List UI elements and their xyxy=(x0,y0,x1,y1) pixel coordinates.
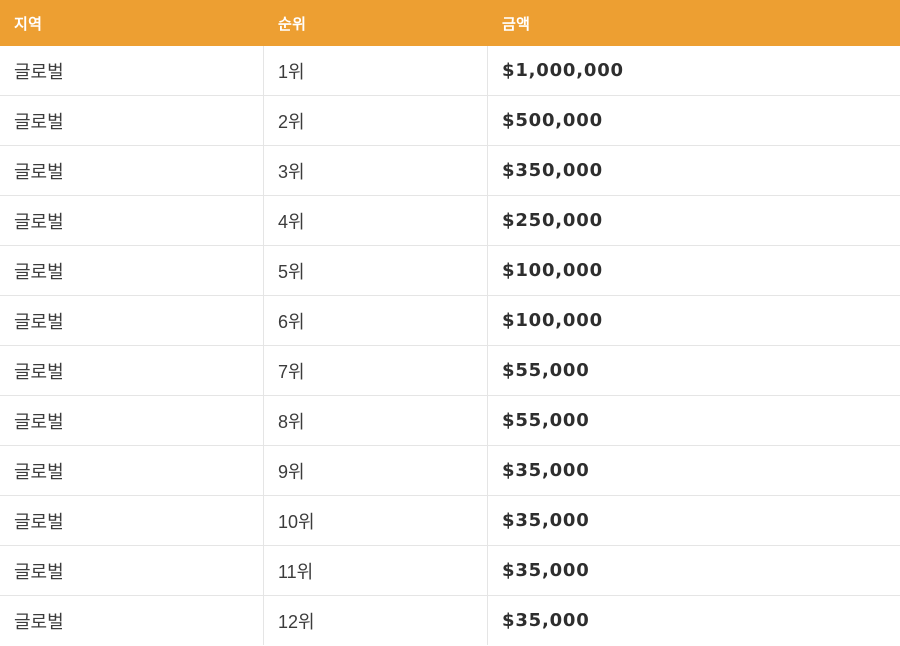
region-cell: 글로벌 xyxy=(0,496,264,546)
table-row: 글로벌 9위 $35,000 xyxy=(0,446,900,496)
amount-cell: $250,000 xyxy=(488,196,900,246)
amount-cell: $500,000 xyxy=(488,96,900,146)
table-row: 글로벌 1위 $1,000,000 xyxy=(0,46,900,96)
amount-cell: $35,000 xyxy=(488,596,900,645)
rank-cell: 10위 xyxy=(264,496,488,546)
table-row: 글로벌 7위 $55,000 xyxy=(0,346,900,396)
table-row: 글로벌 5위 $100,000 xyxy=(0,246,900,296)
amount-cell: $350,000 xyxy=(488,146,900,196)
rank-cell: 11위 xyxy=(264,546,488,596)
column-header-amount: 금액 xyxy=(488,0,900,46)
region-cell: 글로벌 xyxy=(0,296,264,346)
table-header: 지역 순위 금액 xyxy=(0,0,900,46)
amount-cell: $100,000 xyxy=(488,246,900,296)
region-cell: 글로벌 xyxy=(0,596,264,645)
rank-cell: 2위 xyxy=(264,96,488,146)
region-cell: 글로벌 xyxy=(0,396,264,446)
region-cell: 글로벌 xyxy=(0,446,264,496)
region-cell: 글로벌 xyxy=(0,146,264,196)
table-row: 글로벌 4위 $250,000 xyxy=(0,196,900,246)
table-row: 글로벌 3위 $350,000 xyxy=(0,146,900,196)
rank-cell: 5위 xyxy=(264,246,488,296)
amount-cell: $35,000 xyxy=(488,546,900,596)
rank-cell: 1위 xyxy=(264,46,488,96)
region-cell: 글로벌 xyxy=(0,46,264,96)
amount-cell: $55,000 xyxy=(488,396,900,446)
table-row: 글로벌 10위 $35,000 xyxy=(0,496,900,546)
table-row: 글로벌 8위 $55,000 xyxy=(0,396,900,446)
rank-cell: 3위 xyxy=(264,146,488,196)
table-row: 글로벌 11위 $35,000 xyxy=(0,546,900,596)
amount-cell: $35,000 xyxy=(488,496,900,546)
rank-cell: 4위 xyxy=(264,196,488,246)
header-row: 지역 순위 금액 xyxy=(0,0,900,46)
rank-cell: 7위 xyxy=(264,346,488,396)
table-row: 글로벌 2위 $500,000 xyxy=(0,96,900,146)
region-cell: 글로벌 xyxy=(0,546,264,596)
amount-cell: $1,000,000 xyxy=(488,46,900,96)
rank-cell: 6위 xyxy=(264,296,488,346)
amount-cell: $35,000 xyxy=(488,446,900,496)
region-cell: 글로벌 xyxy=(0,346,264,396)
amount-cell: $55,000 xyxy=(488,346,900,396)
region-cell: 글로벌 xyxy=(0,246,264,296)
table-row: 글로벌 6위 $100,000 xyxy=(0,296,900,346)
rank-cell: 9위 xyxy=(264,446,488,496)
column-header-region: 지역 xyxy=(0,0,264,46)
region-cell: 글로벌 xyxy=(0,96,264,146)
table-row: 글로벌 12위 $35,000 xyxy=(0,596,900,645)
rank-cell: 12위 xyxy=(264,596,488,645)
rank-cell: 8위 xyxy=(264,396,488,446)
column-header-rank: 순위 xyxy=(264,0,488,46)
table-body: 글로벌 1위 $1,000,000 글로벌 2위 $500,000 글로벌 3위… xyxy=(0,46,900,645)
amount-cell: $100,000 xyxy=(488,296,900,346)
region-cell: 글로벌 xyxy=(0,196,264,246)
